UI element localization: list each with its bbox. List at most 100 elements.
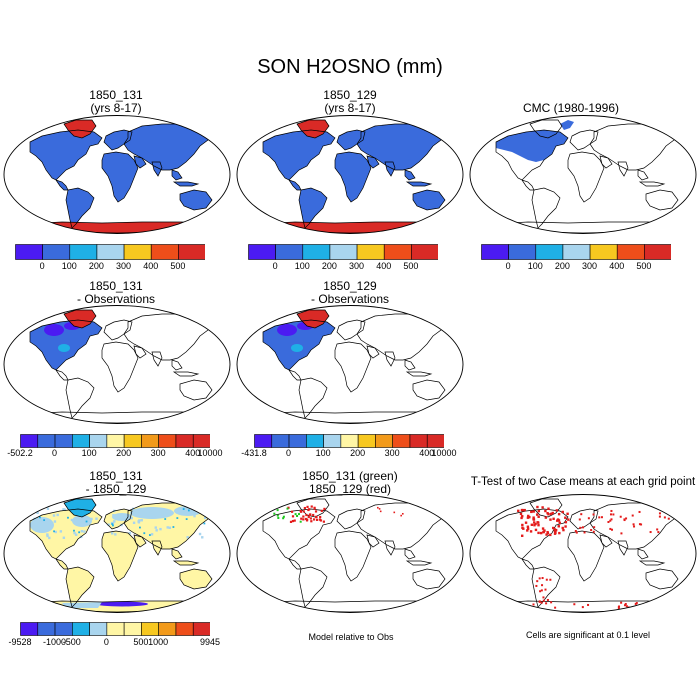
diff-light-blue-cell: [116, 514, 120, 517]
marker-1850-129-red: [400, 514, 402, 517]
significant-cell: [509, 605, 512, 608]
marker-1850-129-red: [304, 517, 308, 521]
marker-1850-129-red: [308, 513, 311, 517]
coastline-greenland: [63, 119, 97, 139]
significant-cell: [581, 606, 584, 609]
coastline-samerica: [531, 566, 561, 608]
coastline-australia: [179, 568, 213, 590]
diff-light-blue-cell: [110, 521, 114, 525]
marker-1850-129-red: [393, 511, 396, 514]
diff-cyan-cell: [139, 526, 141, 529]
significant-cell: [662, 607, 665, 610]
diff-light-blue-cell: [107, 523, 110, 526]
land-fill-europe: [337, 130, 365, 150]
diff-light-blue-cell: [46, 507, 50, 511]
colorbar-bin-5: [106, 434, 125, 448]
significant-cell: [620, 532, 623, 535]
significant-cell: [556, 519, 559, 522]
colorbar-bin-1: [271, 434, 290, 448]
significant-cell: [526, 529, 529, 532]
significant-cell: [553, 532, 557, 535]
marker-1850-129-red: [302, 518, 305, 521]
coastline-india: [384, 161, 396, 177]
significant-cell: [579, 526, 582, 529]
diff-light-blue-cell: [40, 519, 43, 522]
significant-cell: [610, 518, 613, 521]
marker-1850-129-red: [299, 509, 302, 513]
coastline-australia: [412, 568, 446, 590]
colorbar-bin-9: [175, 434, 194, 448]
significant-cell: [618, 605, 621, 608]
colorbar-bin-2: [69, 244, 98, 260]
colorbar-panel-4: [20, 434, 210, 448]
significant-cell: [529, 530, 533, 533]
land-fill-asia: [357, 124, 445, 170]
coastline-australia: [412, 189, 446, 211]
coastline-namerica: [29, 129, 103, 181]
significant-cell: [526, 527, 530, 530]
coastline-africa: [334, 151, 372, 203]
diff-cyan-cell: [85, 520, 88, 523]
significant-cell: [542, 596, 545, 599]
diff-light-blue-cell: [152, 511, 156, 515]
significant-cell: [534, 522, 537, 526]
significant-cell: [546, 598, 549, 601]
coastline-seasia: [404, 169, 416, 181]
diff-light-blue-cell: [137, 521, 141, 524]
coastline-greenland: [63, 498, 97, 518]
map-border: [236, 494, 464, 613]
significant-cell: [545, 533, 548, 536]
significant-cell: [549, 578, 552, 581]
colorbar-tick-label: 500: [636, 261, 652, 271]
panel-7-title-line1: 1850_131 (green): [302, 469, 398, 483]
panel-7-title: 1850_131 (green) 1850_129 (red): [262, 470, 438, 496]
significant-cell: [523, 508, 526, 512]
diff-light-blue-cell: [132, 521, 136, 525]
map-border: [3, 494, 231, 613]
marker-1850-129-red: [313, 507, 316, 510]
colorbar-tick-label: 200: [116, 448, 132, 458]
significant-cell: [561, 526, 564, 530]
coastline-camerica: [288, 558, 302, 570]
significant-cell: [532, 516, 535, 519]
marker-1850-129-red: [310, 505, 313, 508]
snow-region-namerica: [496, 130, 568, 162]
significant-cell: [541, 506, 544, 509]
diff-light-blue-cell: [128, 531, 132, 535]
coastline-arabia: [133, 534, 147, 548]
marker-1850-131-green: [294, 513, 297, 516]
significant-cell: [544, 588, 547, 591]
diff-light-blue-cell: [59, 530, 63, 533]
diff-cyan-cell: [185, 518, 188, 521]
diff-cyan-cell: [111, 523, 114, 526]
coastline-africa: [101, 341, 139, 393]
significant-cell: [554, 530, 557, 533]
coastline-africa: [334, 341, 372, 393]
significant-cell: [532, 510, 535, 513]
significant-cell: [552, 517, 555, 520]
diff-light-blue-cell: [201, 536, 204, 539]
colorbar-tick-label: 1000: [148, 637, 169, 647]
significant-cell: [520, 508, 524, 512]
colorbar-tick-label: -502.2: [7, 448, 33, 458]
diff-cyan-cell: [78, 531, 81, 534]
coastline-greenland: [296, 309, 330, 329]
colorbar-bin-4: [123, 244, 152, 260]
diff-light-blue-cell: [140, 519, 143, 522]
diff-weak: [58, 344, 70, 352]
coastline-samerica: [298, 377, 328, 419]
coastline-indonesia: [638, 560, 666, 566]
significant-cell: [607, 521, 610, 524]
significant-cell: [649, 531, 652, 534]
marker-1850-131-green: [297, 513, 300, 516]
land-fill-samerica: [66, 188, 94, 228]
colorbar-tick-label: 0: [52, 448, 58, 458]
diff-light-blue-cell: [183, 511, 187, 514]
significant-cell: [532, 517, 535, 521]
significant-cell: [640, 523, 643, 526]
land-fill-asia: [124, 124, 212, 170]
colorbar-bin-8: [392, 434, 411, 448]
panel-3-title: CMC (1980-1996): [498, 102, 644, 115]
panel-6-title-line2: - 1850_129: [85, 482, 147, 496]
marker-1850-129-red: [378, 508, 381, 510]
